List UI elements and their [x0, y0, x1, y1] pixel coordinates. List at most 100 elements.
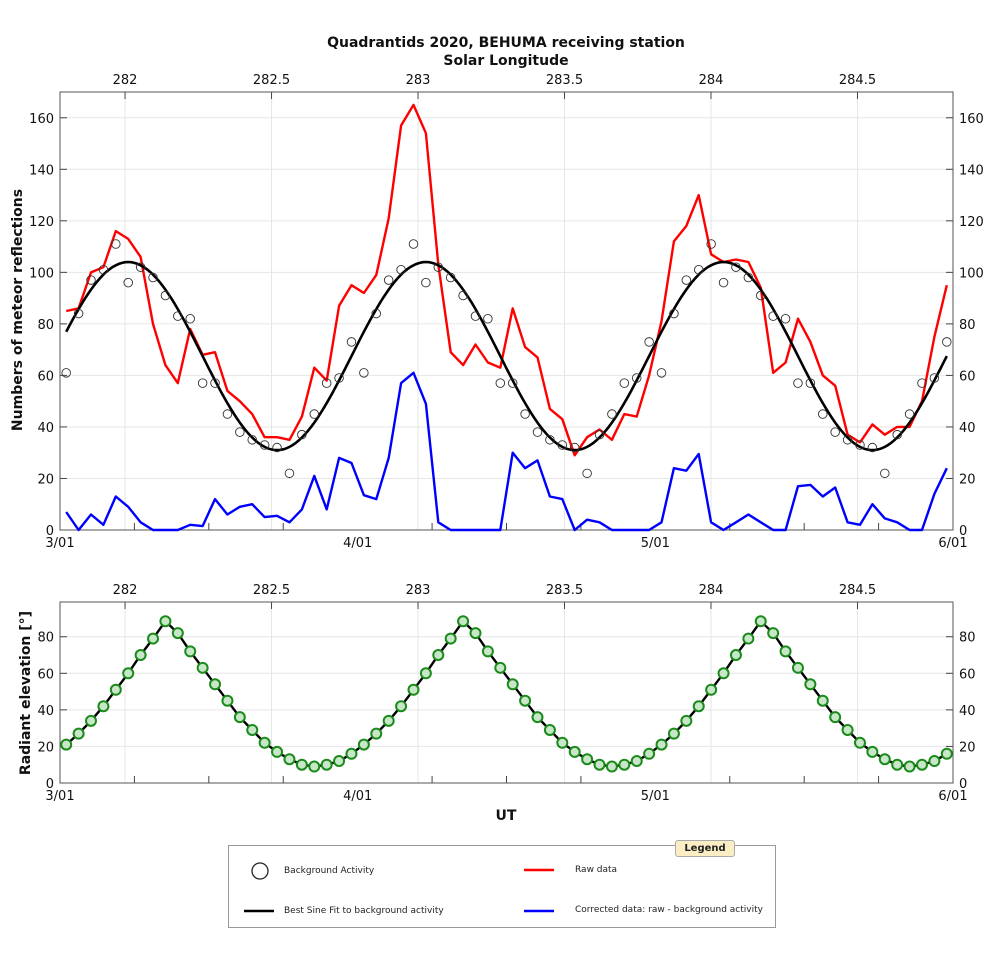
- background-point: [98, 265, 109, 275]
- elevation-point: [271, 745, 284, 758]
- background-point: [222, 409, 233, 419]
- elevation-point: [866, 745, 879, 758]
- elevation-point: [742, 632, 755, 645]
- elevation-point: [556, 736, 569, 749]
- elevation-point: [221, 694, 234, 707]
- y-tick-label: 160: [29, 112, 54, 127]
- background-point: [780, 313, 791, 324]
- background-point: [259, 440, 270, 450]
- y-tick-label-right: 140: [959, 163, 984, 178]
- elevation-point: [829, 711, 842, 724]
- elevation-point: [531, 711, 544, 724]
- x-tick-label: 5/01: [641, 789, 670, 804]
- background-point: [867, 442, 878, 453]
- background-point: [73, 308, 84, 319]
- background-point: [359, 368, 369, 378]
- background-point: [569, 442, 580, 453]
- series-raw-data: [65, 103, 948, 457]
- background-point: [247, 435, 257, 445]
- y-tick-label-right: 120: [959, 215, 984, 230]
- elevation-point: [506, 678, 519, 691]
- background-point: [408, 239, 419, 249]
- background-point: [272, 442, 282, 453]
- background-point: [235, 427, 245, 437]
- background-point: [842, 435, 853, 445]
- background-point: [532, 427, 543, 437]
- top-tick-label: 283: [406, 73, 431, 88]
- elevation-point: [444, 632, 457, 645]
- elevation-point: [779, 645, 792, 658]
- elevation-point: [692, 700, 705, 713]
- background-point: [644, 337, 654, 347]
- background-point: [185, 313, 195, 324]
- elevation-point: [481, 645, 494, 658]
- blue-line-icon: [524, 909, 554, 913]
- elevation-plot: 0 0 20 20 40 40 60 60 80 80 282 282.5 283 283.5 284 284…: [37, 583, 975, 804]
- elevation-point: [457, 615, 470, 628]
- background-point: [880, 468, 890, 479]
- elevation-point: [568, 745, 581, 758]
- x-tick-label: 6/01: [938, 789, 967, 804]
- elevation-point: [878, 753, 891, 766]
- background-point: [520, 409, 530, 419]
- background-point: [594, 429, 605, 440]
- elevation-point: [680, 714, 693, 727]
- background-point: [855, 440, 865, 450]
- background-point: [793, 378, 803, 388]
- background-point: [557, 440, 568, 450]
- background-point: [929, 373, 940, 383]
- background-point: [495, 378, 506, 388]
- elevation-point: [295, 758, 308, 771]
- elevation-point: [258, 736, 271, 749]
- top-tick-label: 284.5: [839, 583, 876, 598]
- elevation-point: [853, 736, 866, 749]
- top-tick-label: 284.5: [839, 73, 876, 88]
- y-tick-label-right: 60: [959, 369, 976, 384]
- legend-item-fit: Best Sine Fit to background activity: [284, 906, 444, 916]
- elevation-point: [246, 723, 259, 736]
- y-tick-label: 0: [46, 777, 54, 792]
- elevation-point: [320, 758, 333, 771]
- x-tick-label: 3/01: [45, 789, 74, 804]
- background-point: [582, 468, 592, 479]
- elevation-point: [109, 683, 122, 696]
- y-tick-label: 80: [37, 631, 54, 646]
- y-tick-label-right: 40: [959, 421, 976, 436]
- background-point: [297, 429, 307, 440]
- background-point: [396, 265, 406, 275]
- background-point: [334, 373, 344, 383]
- background-point: [284, 468, 295, 479]
- y-tick-label-right: 20: [959, 472, 976, 487]
- elevation-point: [903, 760, 916, 773]
- background-point: [631, 373, 642, 383]
- background-point: [346, 337, 357, 347]
- elevation-point: [618, 758, 631, 771]
- elevation-point: [593, 758, 606, 771]
- series-radiant-elevation: [65, 619, 948, 768]
- elevation-point: [134, 649, 147, 662]
- x-tick-label: 6/01: [938, 536, 967, 551]
- elevation-point: [816, 694, 829, 707]
- background-point: [768, 311, 778, 321]
- legend-item-corrected: Corrected data: raw - background activit…: [575, 905, 763, 915]
- top-tick-label: 283.5: [546, 583, 583, 598]
- open-circle-icon: [251, 862, 269, 880]
- background-point: [433, 262, 444, 272]
- elevation-point: [804, 678, 817, 691]
- background-point: [619, 378, 630, 388]
- elevation-point: [159, 615, 172, 628]
- background-point: [86, 275, 96, 285]
- y-tick-label-right: 100: [959, 266, 984, 281]
- y-tick-label: 40: [37, 704, 54, 719]
- x-tick-label: 3/01: [45, 536, 74, 551]
- background-point: [160, 290, 171, 301]
- y-tick-label: 60: [37, 667, 54, 682]
- background-point: [210, 378, 220, 388]
- y-axis-label-top: Numbers of meteor reflections: [10, 189, 26, 431]
- y-tick-label: 80: [37, 318, 54, 333]
- legend-item-background: Background Activity: [284, 866, 375, 876]
- elevation-point: [841, 723, 854, 736]
- legend: Legend Background Activity Raw data Best…: [228, 840, 776, 928]
- elevation-point: [345, 747, 358, 760]
- background-point: [173, 311, 183, 321]
